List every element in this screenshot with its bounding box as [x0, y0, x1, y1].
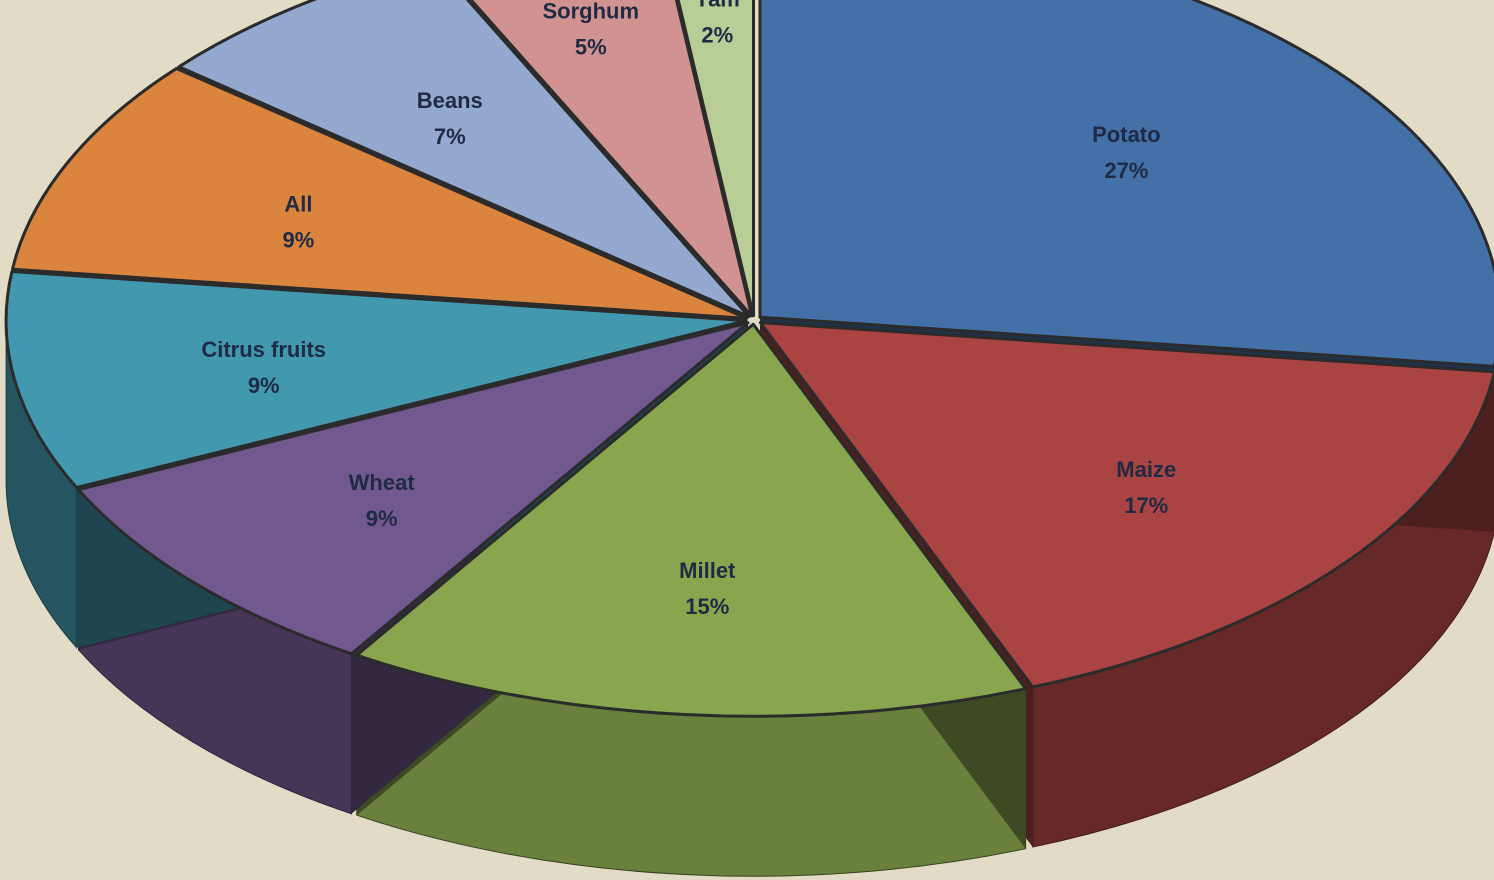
slice-value-wheat: 9%: [366, 506, 398, 531]
slice-value-millet: 15%: [685, 594, 729, 619]
pie-slice-yam: [676, 0, 755, 318]
slice-value-beans: 7%: [434, 124, 466, 149]
slice-label-wheat: Wheat: [349, 470, 416, 495]
pie-slice-wheat: [76, 321, 750, 656]
slice-value-maize: 17%: [1124, 493, 1168, 518]
slice-label-maize: Maize: [1116, 457, 1176, 482]
pie-slice-millet: [355, 322, 1028, 718]
pie-label-layer: Potato 27% Maize 17% Millet 15% Wheat 9% Citrus …: [201, 0, 1176, 619]
pie-slice-beans: [177, 0, 751, 319]
slice-label-potato: Potato: [1092, 122, 1160, 147]
slice-label-beans: Beans: [417, 88, 483, 113]
slice-value-potato: 27%: [1104, 158, 1148, 183]
slice-value-sorghum: 5%: [575, 34, 607, 59]
pie-slice-sorghum: [469, 0, 754, 318]
slice-value-all: 9%: [283, 228, 315, 253]
slice-label-all: All: [284, 192, 312, 217]
slice-value-yam: 2%: [701, 23, 733, 48]
pie-slice-potato: [758, 0, 1494, 368]
pie-slice-all: [10, 66, 749, 320]
pie-slice-citrus-fruits: [4, 270, 748, 490]
slice-value-citrus-fruits: 9%: [248, 373, 280, 398]
slice-label-yam: Yam: [695, 0, 740, 12]
slice-label-millet: Millet: [679, 558, 736, 583]
slice-label-citrus-fruits: Citrus fruits: [201, 337, 326, 362]
pie-top-layer: [4, 0, 1494, 718]
pie-slice-maize: [758, 321, 1494, 689]
slice-label-sorghum: Sorghum: [542, 0, 639, 23]
